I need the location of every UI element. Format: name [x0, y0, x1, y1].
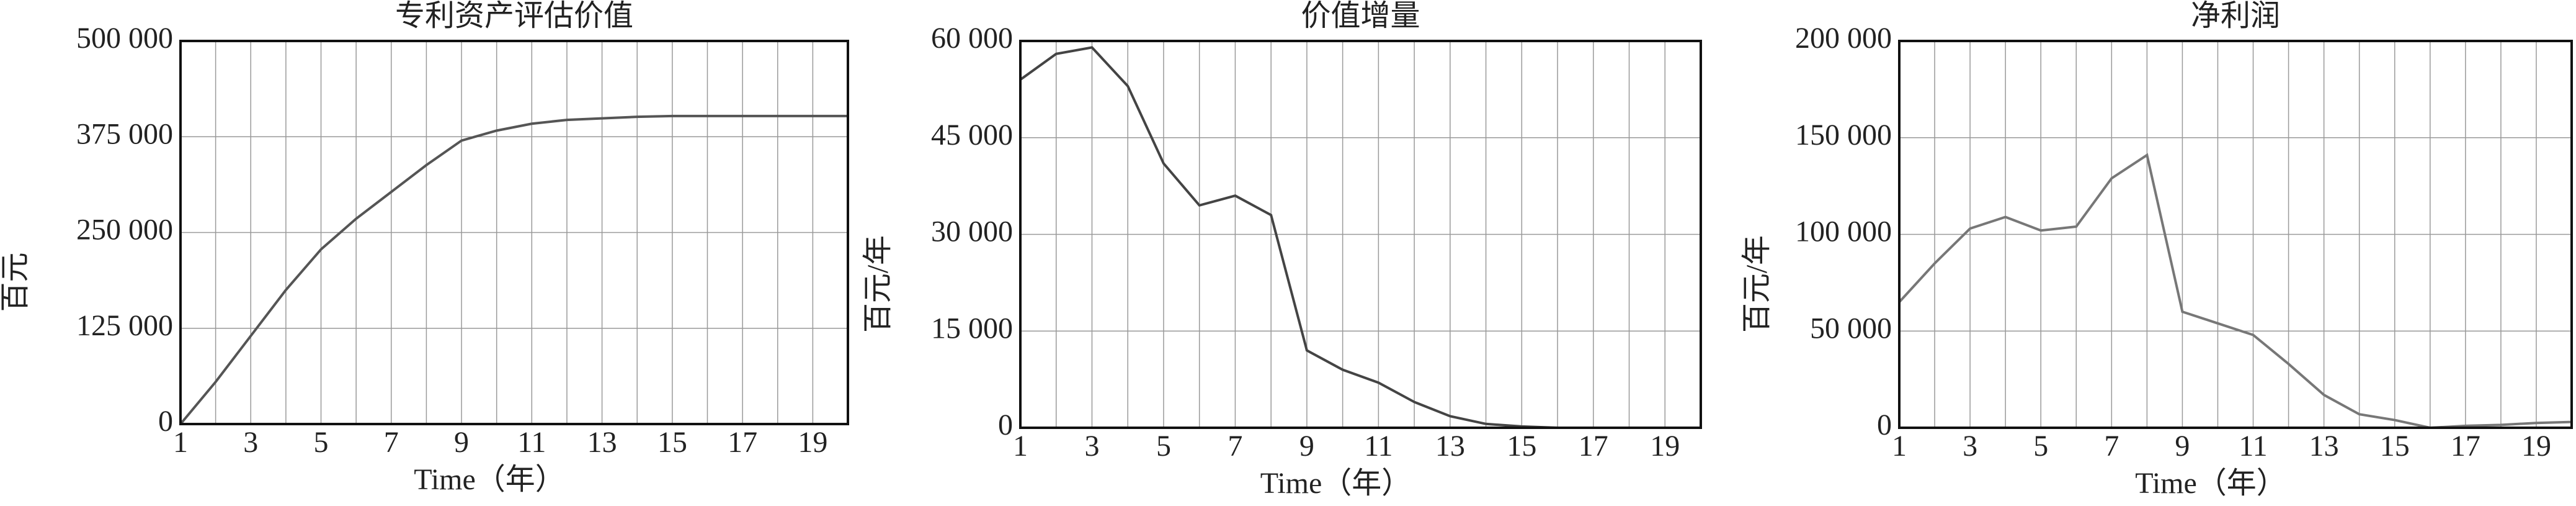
x-tick-label: 17 [728, 426, 757, 459]
x-axis-label: Time（年） [414, 463, 565, 496]
series-line [179, 114, 848, 425]
chart-title: 价值增量 [1301, 0, 1420, 32]
y-tick-label: 60 000 [931, 22, 1013, 55]
x-tick-label: 3 [243, 426, 258, 459]
y-tick-label: 45 000 [931, 119, 1013, 151]
x-tick-label: 9 [1299, 430, 1314, 463]
x-tick-label: 7 [384, 426, 399, 459]
x-tick-label: 19 [1650, 430, 1680, 463]
x-tick-label: 19 [2521, 430, 2551, 463]
y-axis-label: 百元/年 [1740, 235, 1773, 333]
y-tick-label: 0 [998, 409, 1013, 441]
x-tick-label: 11 [517, 426, 546, 459]
x-tick-label: 9 [454, 426, 469, 459]
x-tick-label: 17 [2451, 430, 2480, 463]
y-tick-label: 50 000 [1810, 312, 1892, 345]
y-tick-label: 30 000 [931, 215, 1013, 248]
y-tick-label: 15 000 [931, 312, 1013, 345]
y-axis-label: 百元/年 [862, 235, 894, 333]
chart-title: 专利资产评估价值 [395, 0, 633, 32]
x-tick-label: 7 [2104, 430, 2119, 463]
plot-frame [179, 40, 849, 425]
y-axis-label: 百元 [0, 252, 32, 312]
x-tick-label: 15 [2380, 430, 2410, 463]
x-tick-label: 13 [1435, 430, 1465, 463]
x-tick-label: 5 [1156, 430, 1171, 463]
x-tick-label: 3 [1084, 430, 1099, 463]
x-axis-label: Time（年） [1260, 467, 1412, 500]
x-tick-label: 3 [1963, 430, 1977, 463]
y-tick-label: 150 000 [1795, 119, 1892, 151]
x-tick-label: 19 [798, 426, 827, 459]
x-tick-label: 11 [2239, 430, 2267, 463]
plot-frame [1898, 40, 2573, 429]
x-tick-label: 15 [1507, 430, 1536, 463]
x-tick-label: 13 [587, 426, 617, 459]
series-line [1019, 46, 1701, 429]
chart-title: 净利润 [2191, 0, 2280, 32]
x-tick-label: 1 [1892, 430, 1907, 463]
x-tick-label: 17 [1579, 430, 1608, 463]
y-tick-label: 375 000 [76, 117, 173, 150]
y-tick-label: 250 000 [76, 214, 173, 246]
y-tick-label: 500 000 [76, 22, 173, 55]
x-axis-label: Time（年） [2135, 467, 2286, 500]
y-tick-label: 100 000 [1795, 215, 1892, 248]
x-tick-label: 15 [657, 426, 687, 459]
y-tick-label: 0 [158, 405, 173, 438]
y-tick-label: 125 000 [76, 309, 173, 342]
x-tick-label: 11 [1364, 430, 1393, 463]
x-tick-label: 13 [2309, 430, 2339, 463]
series-line [1898, 153, 2572, 430]
x-tick-label: 5 [2033, 430, 2048, 463]
y-tick-label: 0 [1877, 409, 1892, 441]
x-tick-label: 9 [2175, 430, 2190, 463]
y-tick-label: 200 000 [1795, 22, 1892, 55]
x-tick-label: 5 [314, 426, 329, 459]
x-tick-label: 7 [1228, 430, 1242, 463]
x-tick-label: 1 [173, 426, 188, 459]
x-tick-label: 1 [1013, 430, 1028, 463]
plot-frame [1019, 40, 1702, 429]
